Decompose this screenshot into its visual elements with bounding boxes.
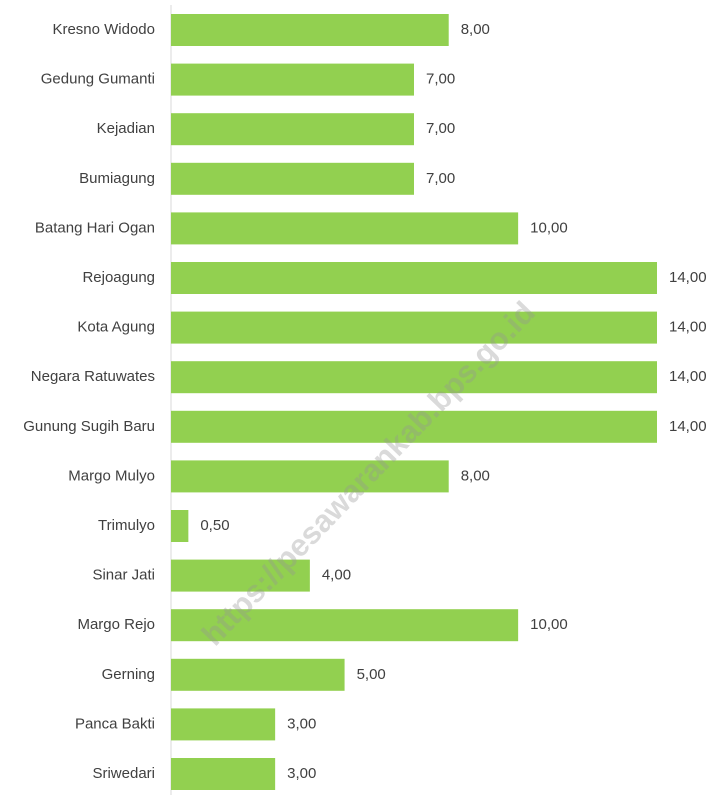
bar (171, 758, 276, 790)
value-label: 14,00 (669, 418, 707, 435)
category-label: Rejoagung (82, 269, 155, 286)
bar (171, 63, 414, 96)
value-label: 3,00 (287, 715, 316, 732)
value-label: 5,00 (357, 666, 386, 683)
bar (171, 262, 657, 294)
bar (171, 460, 449, 493)
value-label: 3,00 (287, 765, 316, 782)
value-label: 8,00 (461, 467, 490, 484)
bar (171, 311, 657, 344)
category-label: Panca Bakti (75, 715, 155, 732)
category-label: Sriwedari (92, 765, 155, 782)
category-label: Margo Rejo (77, 616, 155, 633)
category-label: Trimulyo (98, 517, 155, 534)
value-label: 14,00 (669, 368, 707, 385)
bar (171, 113, 414, 146)
bar (171, 212, 519, 245)
value-label: 14,00 (669, 269, 707, 286)
bar (171, 708, 276, 741)
category-label: Gedung Gumanti (41, 71, 155, 88)
bar (171, 510, 189, 542)
category-label: Sinar Jati (92, 567, 155, 584)
category-label: Kota Agung (77, 319, 155, 336)
value-label: 14,00 (669, 319, 707, 336)
category-label: Batang Hari Ogan (35, 219, 155, 236)
bar (171, 410, 657, 443)
value-label: 8,00 (461, 21, 490, 38)
bar (171, 559, 310, 592)
bar (171, 162, 414, 195)
value-label: 0,50 (200, 517, 229, 534)
value-label: 7,00 (426, 120, 455, 137)
category-label: Kejadian (97, 120, 155, 137)
category-label: Margo Mulyo (68, 467, 155, 484)
category-label: Kresno Widodo (52, 21, 155, 38)
value-label: 7,00 (426, 71, 455, 88)
bar (171, 609, 519, 642)
bar (171, 658, 345, 691)
value-label: 4,00 (322, 567, 351, 584)
bar (171, 361, 657, 394)
category-label: Negara Ratuwates (31, 368, 155, 385)
value-label: 10,00 (530, 616, 568, 633)
category-label: Bumiagung (79, 170, 155, 187)
category-label: Gerning (102, 666, 155, 683)
bar (171, 14, 449, 46)
category-label: Gunung Sugih Baru (23, 418, 155, 435)
value-label: 7,00 (426, 170, 455, 187)
value-label: 10,00 (530, 219, 568, 236)
